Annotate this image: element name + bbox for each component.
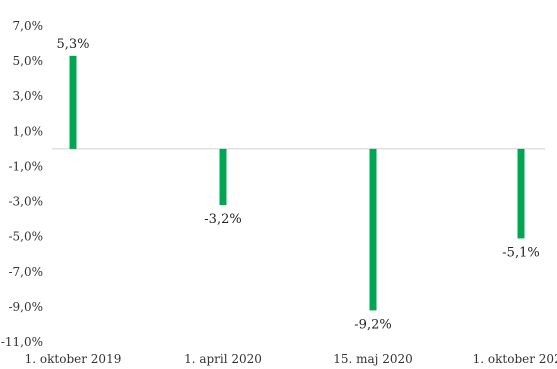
data-labels: 5,3% -3,2% -9,2% -5,1% — [56, 37, 539, 333]
bar-4 — [517, 148, 525, 239]
bars — [69, 55, 525, 311]
data-label-3: -9,2% — [354, 317, 391, 332]
y-tick-label: -7,0% — [8, 265, 43, 279]
x-category-label: 1. april 2020 — [184, 352, 262, 366]
y-tick-label: 1,0% — [13, 124, 44, 138]
y-axis: 7,0% 5,0% 3,0% 1,0% -1,0% -3,0% -5,0% -7,0% -9,0… — [1, 19, 43, 349]
bar-1 — [69, 55, 77, 149]
y-tick-label: -11,0% — [1, 335, 43, 349]
y-tick-label: -3,0% — [8, 195, 43, 209]
y-tick-label: -5,0% — [8, 230, 43, 244]
y-tick-label: 5,0% — [13, 54, 44, 68]
x-category-label: 1. oktober 2019 — [25, 352, 122, 366]
data-label-2: -3,2% — [204, 212, 241, 227]
data-label-4: -5,1% — [502, 245, 539, 260]
x-axis: 1. oktober 2019 1. april 2020 15. maj 2020… — [25, 352, 557, 366]
data-label-1: 5,3% — [56, 37, 89, 52]
y-tick-label: -1,0% — [8, 159, 43, 173]
y-tick-label: 7,0% — [13, 19, 44, 33]
bar-3 — [369, 148, 377, 311]
x-category-label: 1. oktober 2020 — [473, 352, 557, 366]
x-category-label: 15. maj 2020 — [333, 352, 413, 366]
y-tick-label: 3,0% — [13, 89, 44, 103]
bar-2 — [219, 148, 227, 206]
y-tick-label: -9,0% — [8, 300, 43, 314]
